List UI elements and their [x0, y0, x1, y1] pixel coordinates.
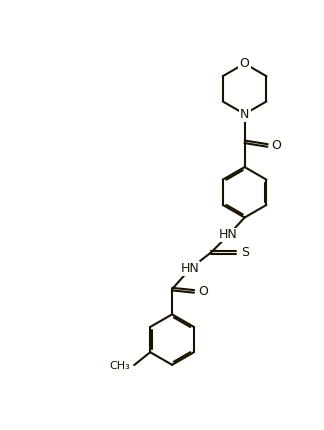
Text: S: S — [241, 246, 249, 259]
Text: O: O — [240, 57, 249, 70]
Text: CH₃: CH₃ — [110, 361, 131, 371]
Text: HN: HN — [181, 262, 200, 275]
Text: N: N — [240, 108, 249, 120]
Text: HN: HN — [219, 228, 238, 242]
Text: O: O — [271, 139, 281, 152]
Text: O: O — [198, 285, 208, 298]
